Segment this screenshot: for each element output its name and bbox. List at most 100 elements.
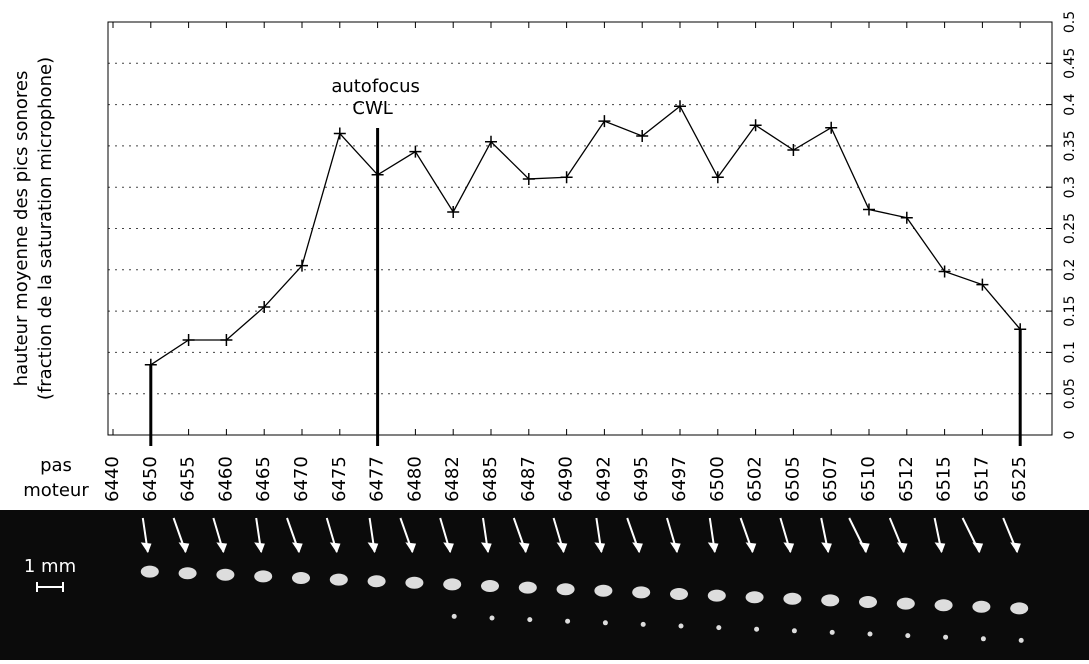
x-tick-label: 6517 — [971, 456, 992, 502]
data-point — [522, 172, 535, 185]
data-point — [560, 171, 573, 184]
specimen — [678, 623, 684, 629]
specimen — [140, 565, 159, 578]
arrow-head — [405, 542, 417, 554]
data-point — [182, 334, 195, 347]
y-tick-label: 0.35 — [1062, 130, 1078, 161]
x-tick-label: 6515 — [934, 456, 955, 502]
data-point — [825, 121, 838, 134]
arrow-head — [178, 542, 190, 554]
specimen — [292, 572, 310, 584]
photo — [0, 510, 1089, 660]
specimen — [754, 626, 760, 632]
y-tick-label: 0 — [1062, 431, 1078, 440]
data-point — [485, 135, 497, 148]
specimen — [602, 620, 608, 626]
x-tick-label: 6475 — [329, 456, 350, 502]
specimen — [594, 584, 613, 597]
arrow-head — [972, 542, 984, 554]
data-point — [976, 278, 989, 291]
x-tick-label: 6505 — [782, 456, 803, 502]
data-point — [938, 265, 951, 278]
annotation: CWL — [352, 98, 392, 119]
specimen — [178, 567, 197, 580]
specimen — [254, 570, 273, 583]
specimen — [1010, 602, 1029, 615]
arrow-head — [518, 542, 530, 554]
data-point — [409, 145, 422, 158]
data-point — [787, 144, 800, 157]
x-tick-label: 6495 — [631, 456, 652, 502]
y-tick-label: 0.15 — [1062, 296, 1078, 327]
data-point — [674, 100, 686, 113]
x-tick-label: 6465 — [253, 456, 274, 502]
x-axis-label: pas — [40, 455, 72, 476]
x-tick-label: 6492 — [593, 456, 614, 502]
data-point — [711, 171, 724, 184]
y-tick-label: 0.45 — [1062, 48, 1078, 79]
specimen — [943, 634, 949, 640]
specimen — [934, 599, 953, 612]
data-point — [749, 119, 762, 132]
x-tick-label: 6487 — [518, 456, 539, 502]
arrow-head — [140, 542, 152, 554]
specimen — [829, 629, 835, 635]
specimen — [451, 613, 457, 619]
x-tick-label: 6480 — [404, 456, 425, 502]
arrow-head — [367, 542, 379, 554]
specimen — [632, 586, 651, 599]
annotation: autofocus — [331, 76, 420, 97]
specimen — [527, 617, 533, 623]
arrow-head — [858, 542, 870, 554]
arrow-head — [1010, 542, 1021, 554]
arrow-head — [669, 542, 681, 554]
specimen — [329, 573, 348, 586]
x-axis-label: moteur — [23, 480, 89, 501]
specimen — [905, 633, 911, 639]
data-line — [150, 105, 1021, 366]
x-tick-label: 6485 — [480, 456, 501, 502]
y-axis-label: hauteur moyenne des pics sonores — [11, 71, 32, 387]
specimen — [980, 636, 986, 642]
specimen — [745, 591, 764, 604]
specimen — [867, 631, 873, 637]
x-tick-label: 6525 — [1009, 456, 1030, 502]
data-point — [636, 129, 649, 142]
x-tick-label: 6500 — [707, 456, 728, 502]
y-tick-label: 0.05 — [1062, 378, 1078, 409]
specimen — [556, 583, 575, 596]
arrow-head — [254, 542, 265, 554]
data-point — [333, 127, 346, 140]
x-tick-label: 6502 — [745, 456, 766, 502]
arrow-head — [707, 542, 719, 554]
arrow-head — [594, 542, 606, 554]
y-tick-label: 0.1 — [1062, 341, 1078, 363]
specimen — [670, 588, 688, 600]
y-tick-label: 0.5 — [1062, 11, 1078, 33]
y-tick-label: 0.4 — [1062, 93, 1078, 115]
arrow-head — [934, 542, 946, 554]
specimen — [640, 621, 646, 627]
arrow-head — [443, 542, 454, 554]
x-tick-label: 6512 — [896, 456, 917, 502]
arrow-head — [556, 542, 568, 554]
data-point — [598, 115, 611, 128]
specimen — [489, 615, 495, 621]
specimen — [707, 589, 726, 602]
specimen — [896, 597, 915, 610]
specimen — [972, 600, 991, 613]
x-tick-label: 6490 — [556, 456, 577, 502]
arrow-head — [783, 542, 795, 554]
specimen — [783, 592, 802, 605]
x-tick-label: 6507 — [820, 456, 841, 502]
arrow-head — [821, 542, 832, 554]
y-tick-label: 0.3 — [1062, 176, 1078, 198]
arrow-head — [632, 542, 643, 554]
arrow-head — [896, 542, 908, 554]
specimen — [518, 581, 537, 594]
specimen — [565, 618, 571, 624]
data-point — [296, 259, 308, 272]
x-tick-label: 6440 — [102, 456, 123, 502]
arrow-head — [291, 542, 303, 554]
